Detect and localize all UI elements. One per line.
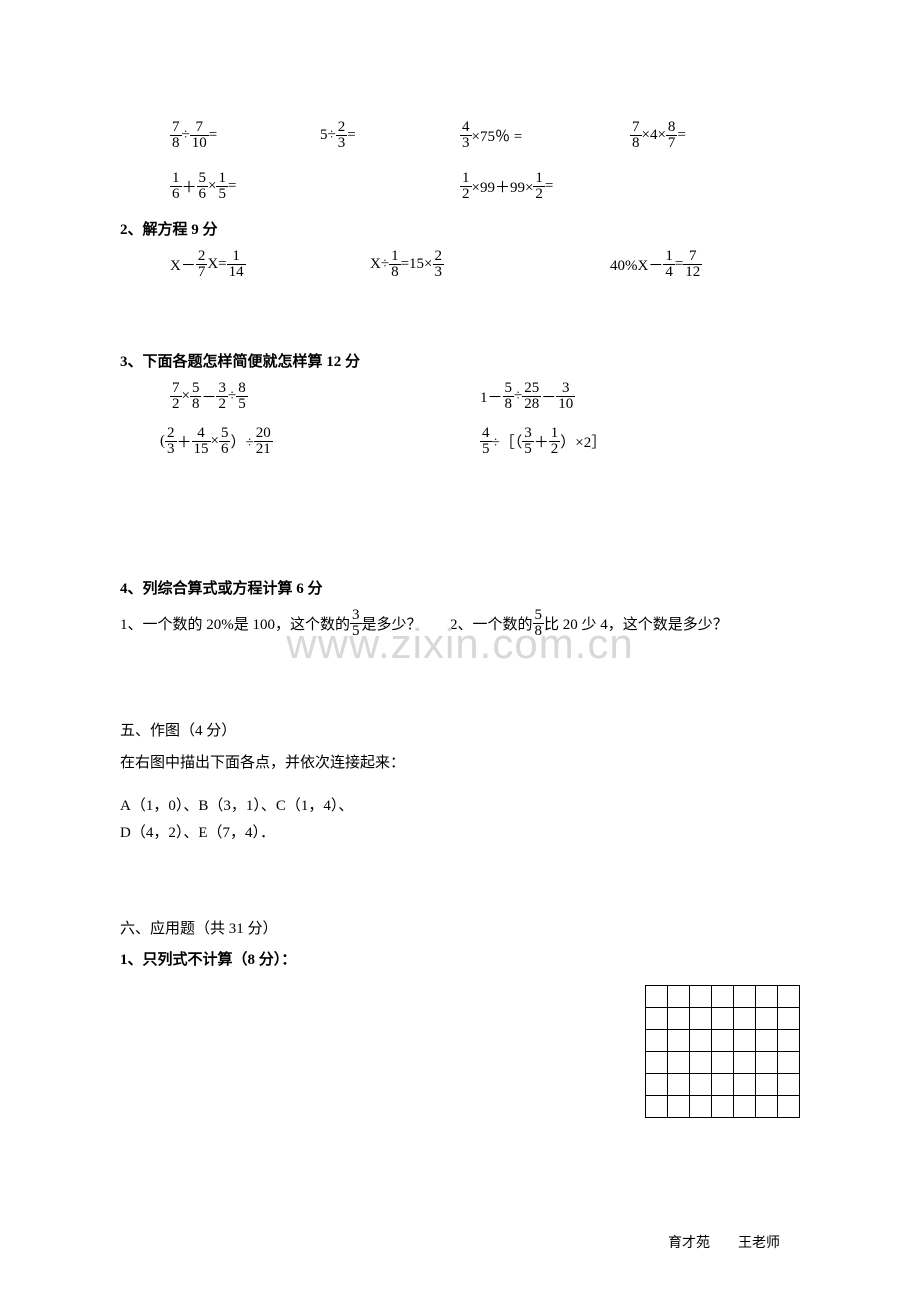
sec4-q2: 2、一个数的58比 20 少 4，这个数是多少？ xyxy=(450,608,728,639)
section-4-title: 4、列综合算式或方程计算 6 分 xyxy=(120,577,800,598)
calc-row-1: 78÷710= 5÷23= 43×75％ = 78×4×87= xyxy=(170,120,800,151)
section-3-title: 3、下面各题怎样简便就怎样算 12 分 xyxy=(120,350,800,371)
equation-1: X－27X=114 xyxy=(170,249,370,280)
sec4-q1: 1、一个数的 20%是 100，这个数的35是多少？ xyxy=(120,608,450,639)
sec3-row-2: (23＋415×56）÷2021 45÷［（35＋12）×2］ xyxy=(160,426,800,457)
equation-3: 40%X－14=712 xyxy=(610,249,702,280)
equation-2: X÷18=15×23 xyxy=(370,249,610,280)
sec3-expr-4: 45÷［（35＋12）×2］ xyxy=(480,426,606,457)
sec5-line3: D（4，2）、E（7，4）． xyxy=(120,820,800,847)
section-6-sub: 1、只列式不计算（8 分）： xyxy=(120,948,800,969)
section-2-title: 2、解方程 9 分 xyxy=(120,218,800,239)
footer-text: 育才苑 王老师 xyxy=(668,1232,780,1252)
section-6-title: 六、应用题（共 31 分） xyxy=(120,917,800,938)
sec4-row: 1、一个数的 20%是 100，这个数的35是多少？ 2、一个数的58比 20 … xyxy=(120,608,800,639)
sec3-expr-3: (23＋415×56）÷2021 xyxy=(160,426,480,457)
expr-1: 78÷710= xyxy=(170,120,320,151)
equations-row: X－27X=114 X÷18=15×23 40%X－14=712 xyxy=(170,249,800,280)
calc-row-2: 16＋56×15= 12×99＋99×12= xyxy=(170,171,800,202)
expr-5: 16＋56×15= xyxy=(170,171,460,202)
coordinate-grid xyxy=(645,985,800,1118)
expr-4: 78×4×87= xyxy=(630,120,686,151)
sec5-line2: A（1，0）、B（3，1）、C（1，4）、 xyxy=(120,793,800,820)
sec3-expr-1: 72×58－32÷85 xyxy=(170,381,480,412)
expr-2: 5÷23= xyxy=(320,120,460,151)
sec3-row-1: 72×58－32÷85 1－58÷2528－310 xyxy=(170,381,800,412)
page-content: 78÷710= 5÷23= 43×75％ = 78×4×87= 16＋56×15… xyxy=(0,0,920,1039)
expr-3: 43×75％ = xyxy=(460,120,630,151)
sec5-line1: 在右图中描出下面各点，并依次连接起来： xyxy=(120,750,800,777)
sec3-expr-2: 1－58÷2528－310 xyxy=(480,381,575,412)
expr-6: 12×99＋99×12= xyxy=(460,171,553,202)
section-5-title: 五、作图（4 分） xyxy=(120,719,800,740)
